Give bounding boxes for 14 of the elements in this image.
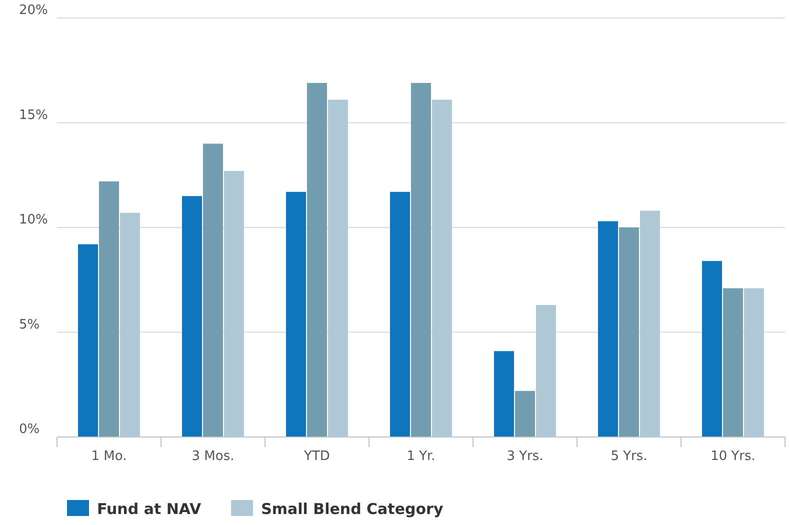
x-tick-label: 10 Yrs. (710, 449, 756, 464)
y-tick-label: 5% (19, 317, 40, 332)
x-tick-label: 3 Mos. (192, 449, 234, 464)
y-tick-label: 15% (19, 108, 48, 123)
y-tick-label: 0% (19, 422, 40, 438)
x-tick-label: 1 Mo. (91, 449, 127, 464)
legend-label: Small Blend Category (261, 500, 444, 518)
x-tick-label: 1 Yr. (406, 449, 436, 464)
x-tick-label: 3 Yrs. (506, 449, 544, 464)
x-tick-label: 5 Yrs. (610, 449, 648, 464)
x-tick-label: YTD (303, 449, 330, 464)
y-tick-label: 10% (19, 212, 48, 228)
legend-label: Fund at NAV (97, 500, 202, 518)
y-tick-label: 20% (19, 3, 48, 18)
